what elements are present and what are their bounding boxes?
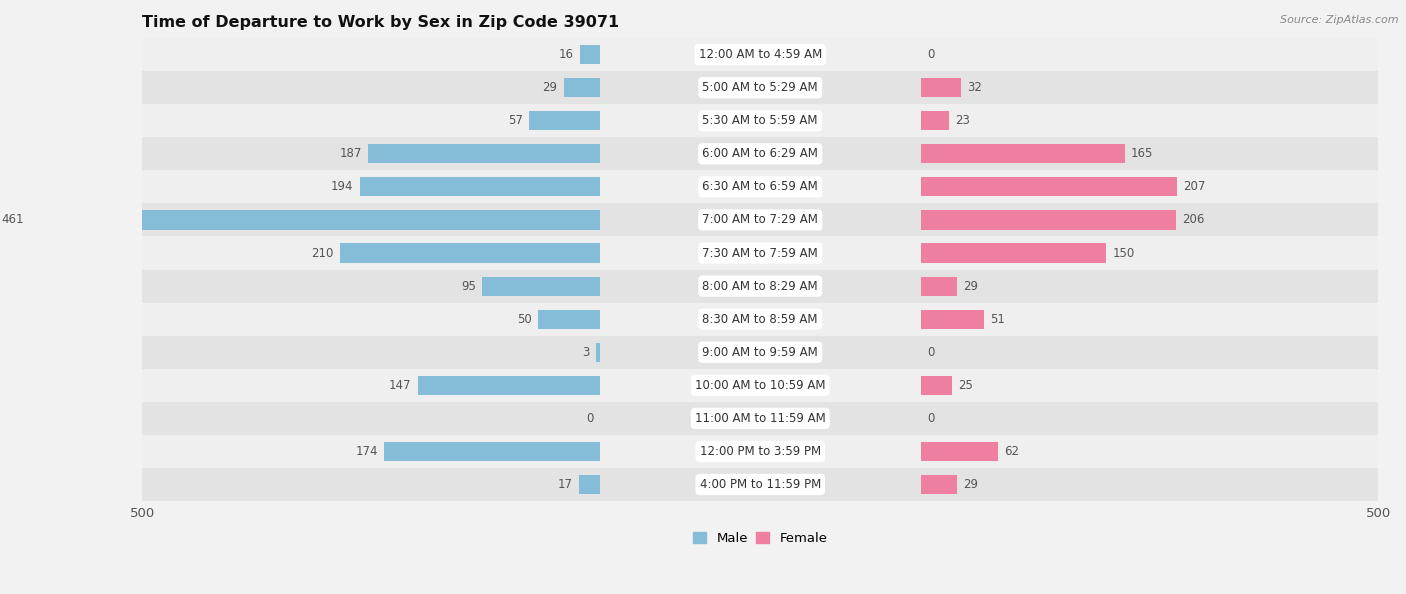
Bar [564,78,599,97]
Bar [921,111,949,130]
Bar [142,402,1378,435]
Text: 174: 174 [356,445,378,458]
Text: 8:00 AM to 8:29 AM: 8:00 AM to 8:29 AM [703,280,818,293]
Text: 0: 0 [927,48,935,61]
Bar [921,210,1175,229]
Text: 147: 147 [389,379,412,392]
Bar [384,442,599,461]
Text: 8:30 AM to 8:59 AM: 8:30 AM to 8:59 AM [703,312,818,326]
Bar [142,336,1378,369]
Bar [142,270,1378,302]
Text: 29: 29 [963,280,979,293]
Text: 210: 210 [311,247,333,260]
Text: 0: 0 [586,412,593,425]
Bar [360,178,599,197]
Legend: Male, Female: Male, Female [688,526,832,550]
Bar [142,203,1378,236]
Bar [368,144,599,163]
Text: 51: 51 [990,312,1005,326]
Text: 0: 0 [927,412,935,425]
Bar [529,111,599,130]
Bar [142,104,1378,137]
Bar [921,442,998,461]
Bar [142,302,1378,336]
Text: 3: 3 [582,346,589,359]
Text: 32: 32 [967,81,981,94]
Text: Source: ZipAtlas.com: Source: ZipAtlas.com [1281,15,1399,25]
Text: Time of Departure to Work by Sex in Zip Code 39071: Time of Departure to Work by Sex in Zip … [142,15,619,30]
Text: 29: 29 [543,81,558,94]
Bar [921,375,952,395]
Bar [142,435,1378,468]
Text: 194: 194 [330,181,353,194]
Bar [142,38,1378,71]
Bar [340,244,599,263]
Text: 4:00 PM to 11:59 PM: 4:00 PM to 11:59 PM [700,478,821,491]
Text: 461: 461 [1,213,24,226]
Bar [921,309,984,328]
Text: 62: 62 [1004,445,1019,458]
Text: 6:00 AM to 6:29 AM: 6:00 AM to 6:29 AM [703,147,818,160]
Bar [921,244,1107,263]
Text: 11:00 AM to 11:59 AM: 11:00 AM to 11:59 AM [695,412,825,425]
Bar [418,375,599,395]
Bar [596,343,599,362]
Bar [921,178,1177,197]
Bar [142,468,1378,501]
Text: 12:00 PM to 3:59 PM: 12:00 PM to 3:59 PM [700,445,821,458]
Text: 50: 50 [517,312,531,326]
Text: 5:30 AM to 5:59 AM: 5:30 AM to 5:59 AM [703,114,818,127]
Bar [921,78,960,97]
Text: 165: 165 [1130,147,1153,160]
Bar [537,309,599,328]
Bar [30,210,599,229]
Text: 207: 207 [1182,181,1205,194]
Text: 57: 57 [508,114,523,127]
Bar [482,276,599,296]
Bar [921,276,957,296]
Text: 23: 23 [956,114,970,127]
Text: 9:00 AM to 9:59 AM: 9:00 AM to 9:59 AM [703,346,818,359]
Bar [921,144,1125,163]
Text: 25: 25 [957,379,973,392]
Text: 7:00 AM to 7:29 AM: 7:00 AM to 7:29 AM [703,213,818,226]
Bar [142,71,1378,104]
Text: 206: 206 [1182,213,1204,226]
Text: 7:30 AM to 7:59 AM: 7:30 AM to 7:59 AM [703,247,818,260]
Text: 29: 29 [963,478,979,491]
Text: 95: 95 [461,280,475,293]
Text: 10:00 AM to 10:59 AM: 10:00 AM to 10:59 AM [695,379,825,392]
Text: 12:00 AM to 4:59 AM: 12:00 AM to 4:59 AM [699,48,823,61]
Text: 187: 187 [340,147,363,160]
Text: 16: 16 [558,48,574,61]
Bar [578,475,599,494]
Bar [921,475,957,494]
Bar [579,45,599,64]
Text: 6:30 AM to 6:59 AM: 6:30 AM to 6:59 AM [703,181,818,194]
Bar [142,170,1378,203]
Text: 0: 0 [927,346,935,359]
Text: 5:00 AM to 5:29 AM: 5:00 AM to 5:29 AM [703,81,818,94]
Text: 150: 150 [1112,247,1135,260]
Bar [142,137,1378,170]
Bar [142,236,1378,270]
Bar [142,369,1378,402]
Text: 17: 17 [557,478,572,491]
